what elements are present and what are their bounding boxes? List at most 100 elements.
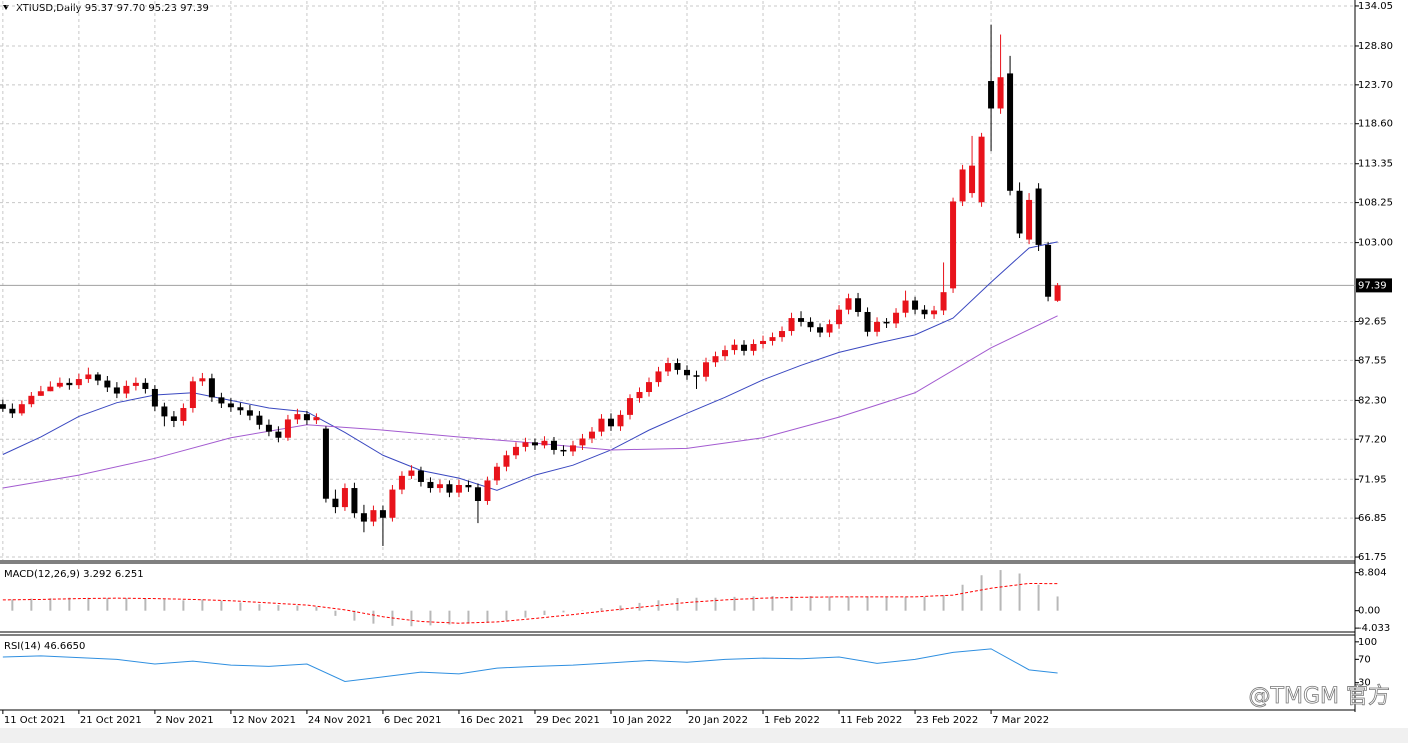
candle-body xyxy=(66,382,73,386)
y-tick-label: 82.30 xyxy=(1358,395,1387,406)
candle-body xyxy=(1045,244,1052,297)
candle-body xyxy=(446,484,453,493)
candle-body xyxy=(455,484,462,493)
candle-body xyxy=(741,344,748,351)
candle-body xyxy=(864,311,871,332)
candle-body xyxy=(588,431,595,439)
candle-body xyxy=(313,417,320,421)
candle-body xyxy=(760,340,767,344)
x-tick-label: 10 Jan 2022 xyxy=(612,715,672,726)
y-tick-label: 134.05 xyxy=(1358,1,1393,12)
candle-body xyxy=(246,410,253,416)
candle-body xyxy=(370,510,377,522)
candle-body xyxy=(484,480,491,502)
candle-body xyxy=(1054,285,1061,301)
candle-body xyxy=(75,379,82,386)
candle-body xyxy=(132,382,139,386)
candle-body xyxy=(417,470,424,482)
candle-body xyxy=(893,312,900,324)
candle-body xyxy=(1007,73,1014,191)
candle-body xyxy=(664,363,671,372)
candle-body xyxy=(284,419,291,438)
candle-body xyxy=(104,380,111,388)
y-tick-label: 128.80 xyxy=(1358,41,1393,52)
candle-body xyxy=(902,300,909,313)
candle-body xyxy=(769,337,776,341)
y-tick-label: 118.60 xyxy=(1358,119,1393,130)
candle-body xyxy=(237,407,244,411)
candle-body xyxy=(731,344,738,351)
y-tick-label: 113.35 xyxy=(1358,159,1393,170)
x-tick-label: 7 Mar 2022 xyxy=(992,715,1049,726)
y-tick-label: 92.65 xyxy=(1358,317,1387,328)
candle-body xyxy=(798,318,805,322)
candle-body xyxy=(218,397,225,404)
candle-body xyxy=(997,77,1004,109)
candle-body xyxy=(474,487,481,502)
y-tick-label: -4.033 xyxy=(1358,623,1390,634)
candle-body xyxy=(645,382,652,393)
x-tick-label: 16 Dec 2021 xyxy=(460,715,524,726)
candle-body xyxy=(750,343,757,351)
candle-body xyxy=(988,81,995,109)
candle-body xyxy=(807,321,814,328)
signal-line xyxy=(2,582,1058,624)
current-price-label: 97.39 xyxy=(1358,280,1387,291)
y-tick-label: 8.804 xyxy=(1358,568,1387,579)
macd-title: MACD(12,26,9) 3.292 6.251 xyxy=(4,569,144,580)
candle-body xyxy=(940,292,947,311)
candle-body xyxy=(332,498,339,508)
candle-body xyxy=(522,442,529,447)
candle-body xyxy=(1026,199,1033,240)
candle-body xyxy=(389,489,396,518)
candle-body xyxy=(874,321,881,332)
candle-body xyxy=(779,331,786,338)
candle-body xyxy=(978,136,985,203)
candle-body xyxy=(693,375,700,377)
candle-body xyxy=(294,414,301,420)
candle-body xyxy=(265,424,272,432)
candle-body xyxy=(275,431,282,438)
y-tick-label: 103.00 xyxy=(1358,238,1393,249)
candle-body xyxy=(94,374,101,381)
chart-title: XTIUSD,Daily 95.37 97.70 95.23 97.39 xyxy=(16,3,209,14)
candle-body xyxy=(655,371,662,383)
candle-body xyxy=(950,201,957,289)
candle-body xyxy=(465,484,472,488)
watermark: @TMGM 官方 xyxy=(1249,684,1390,709)
candle-body xyxy=(912,300,919,310)
y-tick-label: 61.75 xyxy=(1358,552,1387,563)
candle-body xyxy=(351,488,358,514)
candle-body xyxy=(56,382,63,387)
candle-body xyxy=(674,363,681,370)
candle-body xyxy=(408,470,415,476)
candle-body xyxy=(712,356,719,363)
candle-body xyxy=(227,403,234,408)
y-tick-label: 70 xyxy=(1358,654,1371,665)
current-price-box xyxy=(1356,278,1392,293)
x-tick-label: 24 Nov 2021 xyxy=(308,715,372,726)
candle-body xyxy=(142,382,149,389)
candle-body xyxy=(560,449,567,452)
x-tick-label: 6 Dec 2021 xyxy=(384,715,442,726)
candle-body xyxy=(703,362,710,377)
y-tick-label: 123.70 xyxy=(1358,80,1393,91)
candle-body xyxy=(788,318,795,332)
candle-body xyxy=(360,513,367,522)
x-tick-label: 2 Nov 2021 xyxy=(156,715,214,726)
moving-average xyxy=(2,241,1058,491)
x-tick-label: 11 Feb 2022 xyxy=(840,715,902,726)
candle-body xyxy=(322,428,329,499)
rsi-title: RSI(14) 46.6650 xyxy=(4,641,85,652)
candle-body xyxy=(161,406,168,417)
candle-body xyxy=(503,455,510,467)
candle-body xyxy=(845,298,852,310)
candle-body xyxy=(883,321,890,324)
x-tick-label: 11 Oct 2021 xyxy=(4,715,66,726)
candle-body xyxy=(1035,188,1042,245)
candle-body xyxy=(836,309,843,325)
candle-body xyxy=(303,414,310,421)
y-tick-label: 30 xyxy=(1358,678,1371,689)
candle-body xyxy=(512,446,519,456)
candle-body xyxy=(37,391,44,396)
